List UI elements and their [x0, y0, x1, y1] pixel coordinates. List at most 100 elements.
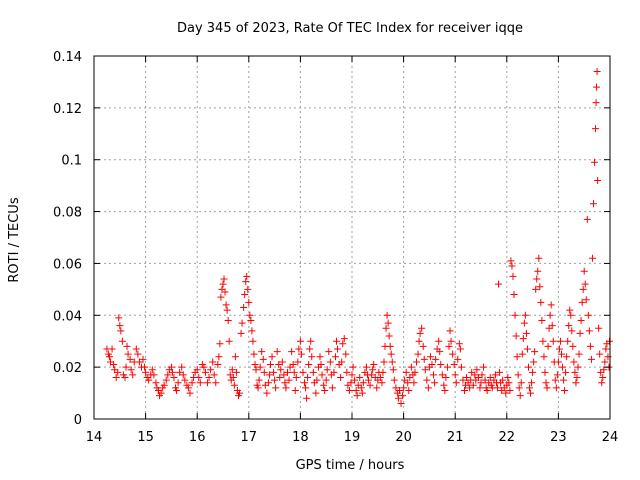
- data-point: [394, 394, 402, 402]
- data-point: [254, 384, 262, 392]
- data-point: [162, 376, 170, 384]
- data-point: [290, 368, 298, 376]
- data-point: [209, 358, 217, 366]
- data-point: [411, 368, 419, 376]
- data-point: [560, 376, 568, 384]
- data-point: [568, 327, 576, 335]
- data-point: [379, 368, 387, 376]
- data-point: [415, 337, 423, 345]
- data-point: [447, 337, 455, 345]
- data-point: [383, 311, 391, 319]
- data-point: [399, 392, 407, 400]
- data-point: [407, 363, 415, 371]
- data-point: [578, 298, 586, 306]
- data-point: [241, 291, 249, 299]
- data-point: [441, 386, 449, 394]
- data-point: [291, 386, 299, 394]
- data-point: [405, 386, 413, 394]
- data-point: [176, 368, 184, 376]
- data-point: [477, 379, 485, 387]
- data-point: [456, 345, 464, 353]
- data-point: [402, 368, 410, 376]
- data-point: [294, 358, 302, 366]
- data-point: [207, 366, 215, 374]
- data-point: [592, 99, 600, 107]
- data-point: [576, 329, 584, 337]
- data-point: [438, 371, 446, 379]
- data-point: [326, 358, 334, 366]
- data-point: [598, 379, 606, 387]
- data-point: [378, 379, 386, 387]
- data-point: [524, 363, 532, 371]
- data-point: [547, 301, 555, 309]
- data-point: [303, 394, 311, 402]
- data-point: [518, 350, 526, 358]
- data-point: [389, 366, 397, 374]
- y-tick-label: 0.1: [61, 154, 82, 169]
- data-point: [419, 342, 427, 350]
- data-point: [471, 371, 479, 379]
- data-point: [601, 358, 609, 366]
- data-point: [285, 376, 293, 384]
- data-point: [122, 363, 130, 371]
- data-point: [313, 376, 321, 384]
- data-point: [446, 327, 454, 335]
- data-point: [392, 384, 400, 392]
- data-point: [212, 379, 220, 387]
- x-tick-label: 20: [395, 430, 412, 445]
- data-point: [289, 361, 297, 369]
- data-point: [126, 355, 134, 363]
- data-point: [386, 342, 394, 350]
- data-point: [297, 350, 305, 358]
- data-point: [532, 285, 540, 293]
- data-point: [440, 381, 448, 389]
- data-point: [200, 363, 208, 371]
- data-point: [334, 345, 342, 353]
- data-point: [357, 384, 365, 392]
- data-point: [179, 371, 187, 379]
- data-point: [430, 371, 438, 379]
- data-point: [142, 368, 150, 376]
- x-tick-label: 18: [292, 430, 309, 445]
- data-point: [421, 366, 429, 374]
- data-point: [588, 254, 596, 262]
- data-point: [340, 335, 348, 343]
- data-point: [339, 340, 347, 348]
- data-point: [571, 368, 579, 376]
- data-point: [295, 345, 303, 353]
- data-point: [337, 374, 345, 382]
- data-point: [569, 342, 577, 350]
- data-point: [292, 374, 300, 382]
- data-point: [278, 358, 286, 366]
- x-tick-label: 14: [86, 430, 103, 445]
- x-tick-label: 22: [499, 430, 516, 445]
- data-point: [188, 379, 196, 387]
- data-point: [275, 361, 283, 369]
- data-point: [562, 368, 570, 376]
- data-point: [217, 293, 225, 301]
- data-point: [328, 384, 336, 392]
- data-point: [348, 371, 356, 379]
- data-point: [523, 345, 531, 353]
- data-point: [543, 384, 551, 392]
- data-point: [145, 376, 153, 384]
- data-point: [508, 262, 516, 270]
- data-point: [224, 316, 232, 324]
- data-point: [338, 358, 346, 366]
- data-point: [284, 368, 291, 376]
- y-tick-label: 0.14: [53, 50, 82, 65]
- data-point: [534, 267, 542, 275]
- data-point: [301, 379, 309, 387]
- data-point: [463, 374, 471, 382]
- data-point: [302, 384, 310, 392]
- data-point: [230, 381, 238, 389]
- data-point: [345, 386, 353, 394]
- data-point: [506, 386, 514, 394]
- data-point: [451, 371, 459, 379]
- data-point: [304, 374, 312, 382]
- data-point: [605, 337, 613, 345]
- data-point: [237, 329, 245, 337]
- data-point: [450, 361, 458, 369]
- data-point: [449, 350, 457, 358]
- data-point: [435, 337, 443, 345]
